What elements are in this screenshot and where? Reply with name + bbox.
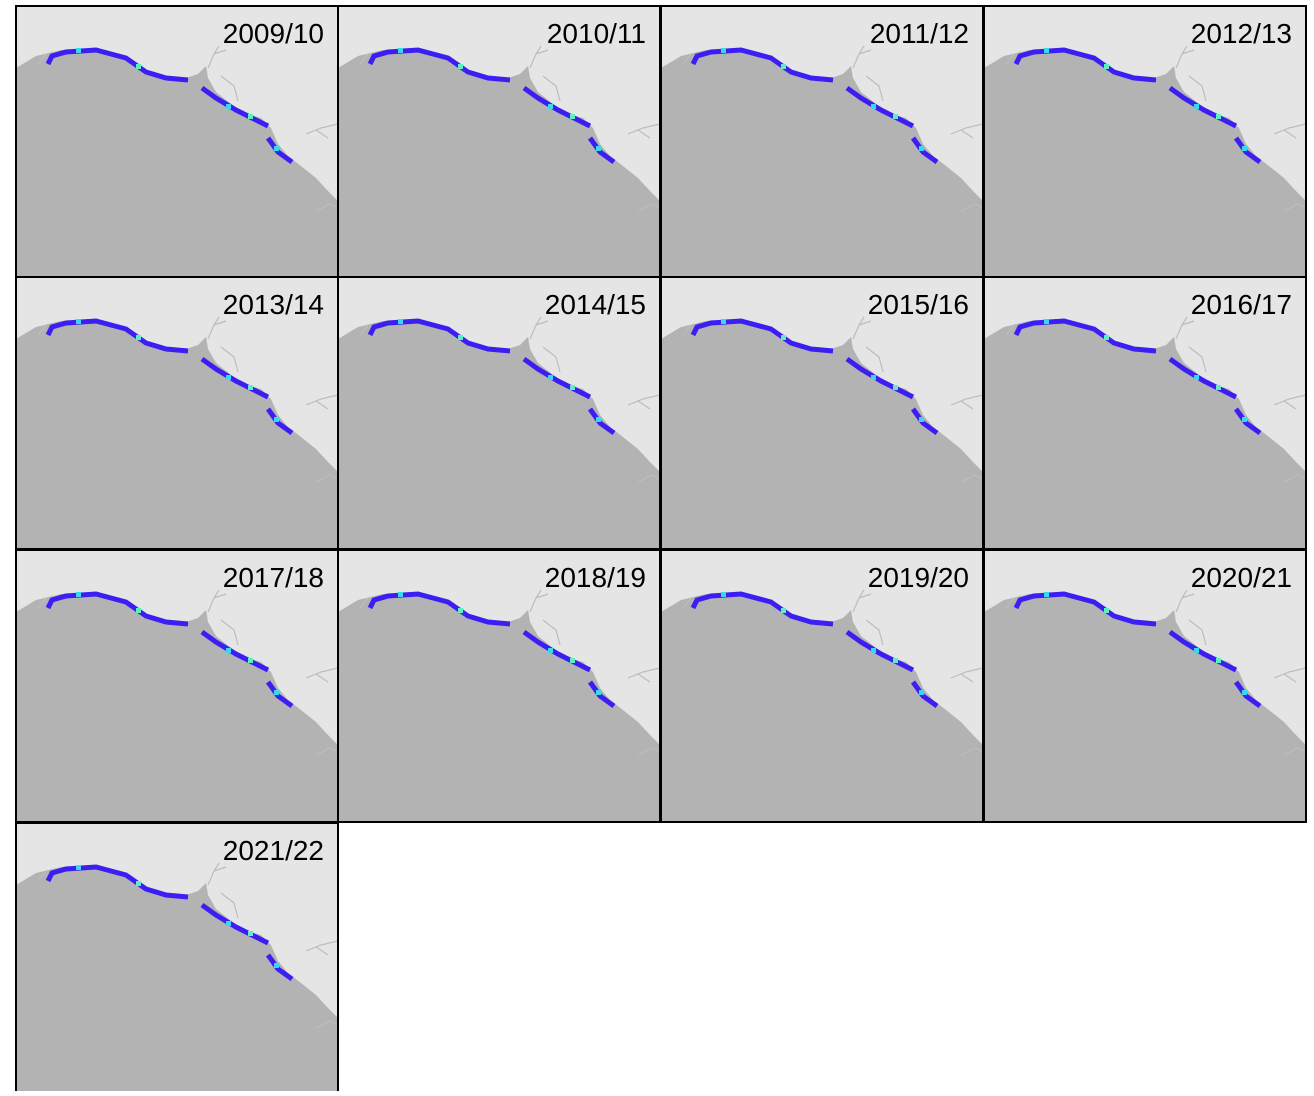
panel-label: 2009/10 bbox=[223, 18, 324, 49]
panel-label: 2020/21 bbox=[1191, 562, 1292, 593]
panel-label: 2019/20 bbox=[868, 562, 969, 593]
map-panel: 2013/14 bbox=[15, 276, 339, 550]
map-panel: 2017/18 bbox=[15, 549, 339, 823]
panel-label: 2021/22 bbox=[223, 835, 324, 866]
panel-label: 2011/12 bbox=[870, 18, 969, 49]
map-panel: 2016/17 bbox=[983, 276, 1307, 550]
map-panel: 2015/16 bbox=[660, 276, 984, 550]
panel-label: 2018/19 bbox=[545, 562, 646, 593]
panel-label: 2013/14 bbox=[223, 289, 324, 320]
panel-border bbox=[983, 549, 1307, 823]
map-panel: 2012/13 bbox=[983, 5, 1307, 279]
map-panel: 2011/12 bbox=[660, 5, 984, 279]
map-panel: 2018/19 bbox=[337, 549, 661, 823]
panel-label: 2017/18 bbox=[223, 562, 324, 593]
panel-label: 2014/15 bbox=[545, 289, 646, 320]
map-panel: 2019/20 bbox=[660, 549, 984, 823]
panel-label: 2010/11 bbox=[547, 18, 646, 49]
map-panel: 2021/22 bbox=[15, 822, 339, 1096]
map-panel: 2014/15 bbox=[337, 276, 661, 550]
panel-label: 2015/16 bbox=[868, 289, 969, 320]
map-panel: 2010/11 bbox=[337, 5, 661, 279]
panel-label: 2012/13 bbox=[1191, 18, 1292, 49]
map-panel: 2020/21 bbox=[983, 549, 1307, 823]
map-panel: 2009/10 bbox=[15, 5, 339, 279]
panel-label: 2016/17 bbox=[1191, 289, 1292, 320]
